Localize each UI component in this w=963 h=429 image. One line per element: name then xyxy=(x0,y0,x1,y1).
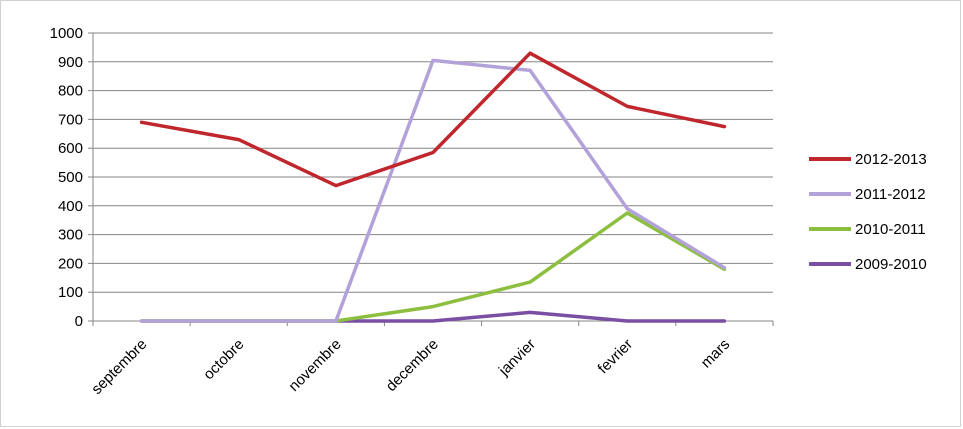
legend: 2012-2013 2011-2012 2010-2011 2009-2010 xyxy=(809,151,927,273)
series-lines xyxy=(139,51,727,323)
x-tick-label: septembre xyxy=(88,336,150,398)
y-tick-label: 200 xyxy=(58,255,83,272)
series-line-2012-2013 xyxy=(139,51,727,188)
legend-label: 2011-2012 xyxy=(855,186,926,203)
y-tick-label: 900 xyxy=(58,54,83,71)
x-tick-label: fevrier xyxy=(595,336,636,377)
y-tick-label: 1000 xyxy=(50,25,83,42)
axes xyxy=(88,32,774,326)
y-tick-label: 100 xyxy=(58,284,83,301)
x-tick-label: janvier xyxy=(495,336,539,380)
y-tick-label: 400 xyxy=(58,198,83,215)
y-tick-label: 300 xyxy=(58,227,83,244)
series-line-2010-2011 xyxy=(139,211,727,323)
x-tick-label: octobre xyxy=(200,336,247,383)
gridlines xyxy=(93,32,773,322)
x-axis-tick-labels: septembre octobre novembre decembre janvier f… xyxy=(88,336,733,398)
y-axis-tick-labels: 0 100 200 300 400 500 600 700 800 900 1000 xyxy=(50,25,83,330)
series-line-2011-2012 xyxy=(139,58,727,323)
y-tick-label: 800 xyxy=(58,83,83,100)
legend-label: 2010-2011 xyxy=(855,221,926,238)
x-tick-label: decembre xyxy=(383,336,442,395)
y-tick-label: 500 xyxy=(58,169,83,186)
x-tick-label: novembre xyxy=(285,336,344,395)
y-tick-label: 0 xyxy=(75,313,83,330)
x-tick-label: mars xyxy=(698,336,734,372)
y-tick-label: 600 xyxy=(58,140,83,157)
legend-label: 2009-2010 xyxy=(855,256,927,273)
legend-label: 2012-2013 xyxy=(855,151,927,168)
y-tick-label: 700 xyxy=(58,111,83,128)
